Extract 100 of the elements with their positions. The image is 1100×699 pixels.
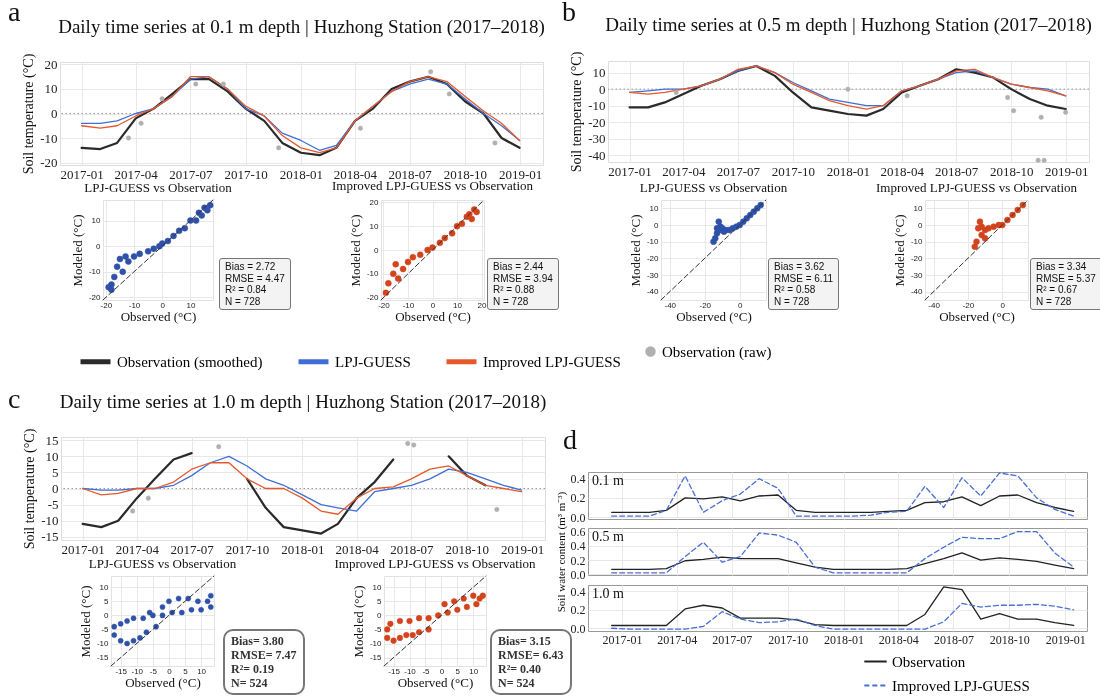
x-tick-label: 0 — [1000, 300, 1006, 310]
y-axis-title: Soil temperature (°C) — [569, 51, 586, 173]
x-tick-label: 2018-04 — [335, 541, 380, 557]
annotation: 1.0 m — [592, 586, 624, 602]
x-tick-label: 10 — [197, 666, 207, 676]
y-tick-label: -30 — [646, 270, 660, 280]
y-tick-label: 10 — [649, 203, 660, 213]
x-tick-label: 2017-01 — [60, 166, 104, 182]
x-tick-label: 2018-10 — [445, 541, 489, 557]
annotation: 0.1 m — [592, 473, 624, 489]
y-tick-label: 0 — [918, 220, 924, 230]
text: N = 728 — [774, 295, 811, 307]
y-tick-label: -40 — [588, 147, 606, 163]
y-tick-label: 0.4 — [570, 539, 586, 554]
legend-label: LPJ-GUESS — [335, 353, 411, 370]
x-tick-label: -10 — [128, 300, 141, 310]
chart-title: Improved LPJ-GUESS vs Observation — [334, 555, 537, 571]
y-tick-label: -10 — [40, 130, 58, 146]
text: Bias = 2.72 — [225, 261, 277, 273]
text: R²= 0.40 — [498, 662, 543, 676]
y-tick-label: -10 — [910, 237, 924, 247]
x-tick-label: 2017-04 — [115, 541, 160, 557]
y-tick-label: -20 — [88, 292, 102, 302]
y-tick-label: 0 — [654, 220, 660, 230]
legend-label: Observation (raw) — [662, 343, 772, 361]
text: Bias = 3.34 — [1036, 261, 1088, 273]
text: Bias = 3.62 — [774, 261, 826, 273]
x-tick-label: 2019-01 — [500, 541, 545, 557]
y-tick-label: 10 — [99, 582, 110, 592]
x-tick-label: 5 — [455, 666, 461, 676]
text: d — [563, 424, 577, 455]
y-tick-label: -15 — [41, 529, 59, 545]
y-tick-label: -10 — [366, 269, 380, 279]
x-tick-label: 2018-10 — [990, 163, 1034, 179]
text: N = 728 — [1036, 295, 1073, 307]
text: R² = 0.88 — [493, 284, 536, 296]
legend-label: Improved LPJ-GUESS — [892, 677, 1030, 694]
text: N = 728 — [493, 295, 530, 307]
y-tick-label: 10 — [91, 216, 102, 226]
x-tick-label: 2017-07 — [716, 163, 761, 179]
x-tick-label: 2017-04 — [657, 632, 698, 647]
x-tick-label: 2018-01 — [281, 541, 325, 557]
y-axis-title: Modeled (°C) — [347, 214, 363, 287]
y-tick-label: 0 — [374, 245, 380, 255]
y-tick-label: 10 — [913, 203, 924, 213]
chart-title: Daily time series at 0.5 m depth | Huzhong Station (2017–2018) — [605, 14, 1092, 37]
y-axis-title: Modeled (°C) — [350, 585, 366, 658]
x-tick-label: 2018-04 — [880, 163, 925, 179]
y-tick-label: 5 — [104, 596, 110, 606]
y-tick-label: 0.2 — [570, 603, 586, 618]
legend-label: Improved LPJ-GUESS — [483, 353, 621, 370]
chart-title: Improved LPJ-GUESS vs Observation — [875, 179, 1078, 195]
text: N= 524 — [231, 676, 269, 690]
x-tick-label: 2017-10 — [768, 632, 809, 647]
y-tick-label: 0.0 — [570, 567, 586, 582]
x-tick-label: 0 — [738, 300, 744, 310]
text: Bias= 3.80 — [231, 634, 285, 648]
x-tick-label: 2017-01 — [61, 541, 105, 557]
y-tick-label: -10 — [646, 237, 660, 247]
x-tick-label: 2017-07 — [169, 166, 214, 182]
y-tick-label: -5 — [374, 624, 383, 634]
x-tick-label: -20 — [699, 300, 712, 310]
y-tick-label: 10 — [44, 81, 58, 97]
text: Bias = 2.44 — [493, 261, 545, 273]
x-tick-label: 2017-01 — [602, 632, 643, 647]
y-tick-label: 0.0 — [570, 510, 586, 525]
y-tick-label: 10 — [592, 65, 606, 81]
text: N = 728 — [225, 295, 262, 307]
y-tick-label: 0.2 — [570, 491, 586, 506]
x-tick-label: -10 — [402, 300, 415, 310]
y-tick-label: 0 — [52, 481, 59, 496]
text: RMSE = 4.47 — [225, 272, 285, 284]
x-tick-label: 2017-10 — [225, 541, 270, 557]
y-tick-label: 0 — [51, 106, 58, 121]
text: b — [562, 0, 576, 27]
x-tick-label: 10 — [453, 300, 463, 310]
x-tick-label: 2017-01 — [608, 163, 652, 179]
x-tick-label: 2017-10 — [224, 166, 268, 182]
y-tick-label: 5 — [52, 464, 59, 480]
y-tick-label: -10 — [588, 98, 606, 114]
y-tick-label: 0.6 — [570, 525, 586, 540]
y-axis-title: Modeled (°C) — [69, 214, 85, 287]
x-tick-label: 2018-04 — [878, 632, 919, 647]
legend-label: Observation — [892, 653, 966, 670]
y-tick-label: 20 — [44, 56, 58, 72]
y-tick-label: 15 — [45, 432, 59, 448]
x-tick-label: -10 — [404, 666, 417, 676]
x-axis-title: Observed (°C) — [939, 308, 1015, 324]
x-axis-title: Observed (°C) — [120, 308, 197, 324]
x-tick-label: 2019-01 — [1045, 632, 1086, 647]
y-axis-title: Modeled (°C) — [627, 214, 643, 287]
text: Bias= 3.15 — [498, 634, 552, 648]
y-tick-label: 0 — [96, 241, 102, 251]
x-tick-label: 2017-07 — [170, 541, 215, 557]
y-tick-label: -15 — [369, 653, 383, 663]
x-tick-label: 10 — [186, 300, 196, 310]
text: R² = 0.84 — [225, 284, 268, 296]
x-tick-label: 5 — [183, 666, 189, 676]
y-tick-label: -30 — [910, 270, 924, 280]
text: R²= 0.19 — [231, 662, 276, 676]
